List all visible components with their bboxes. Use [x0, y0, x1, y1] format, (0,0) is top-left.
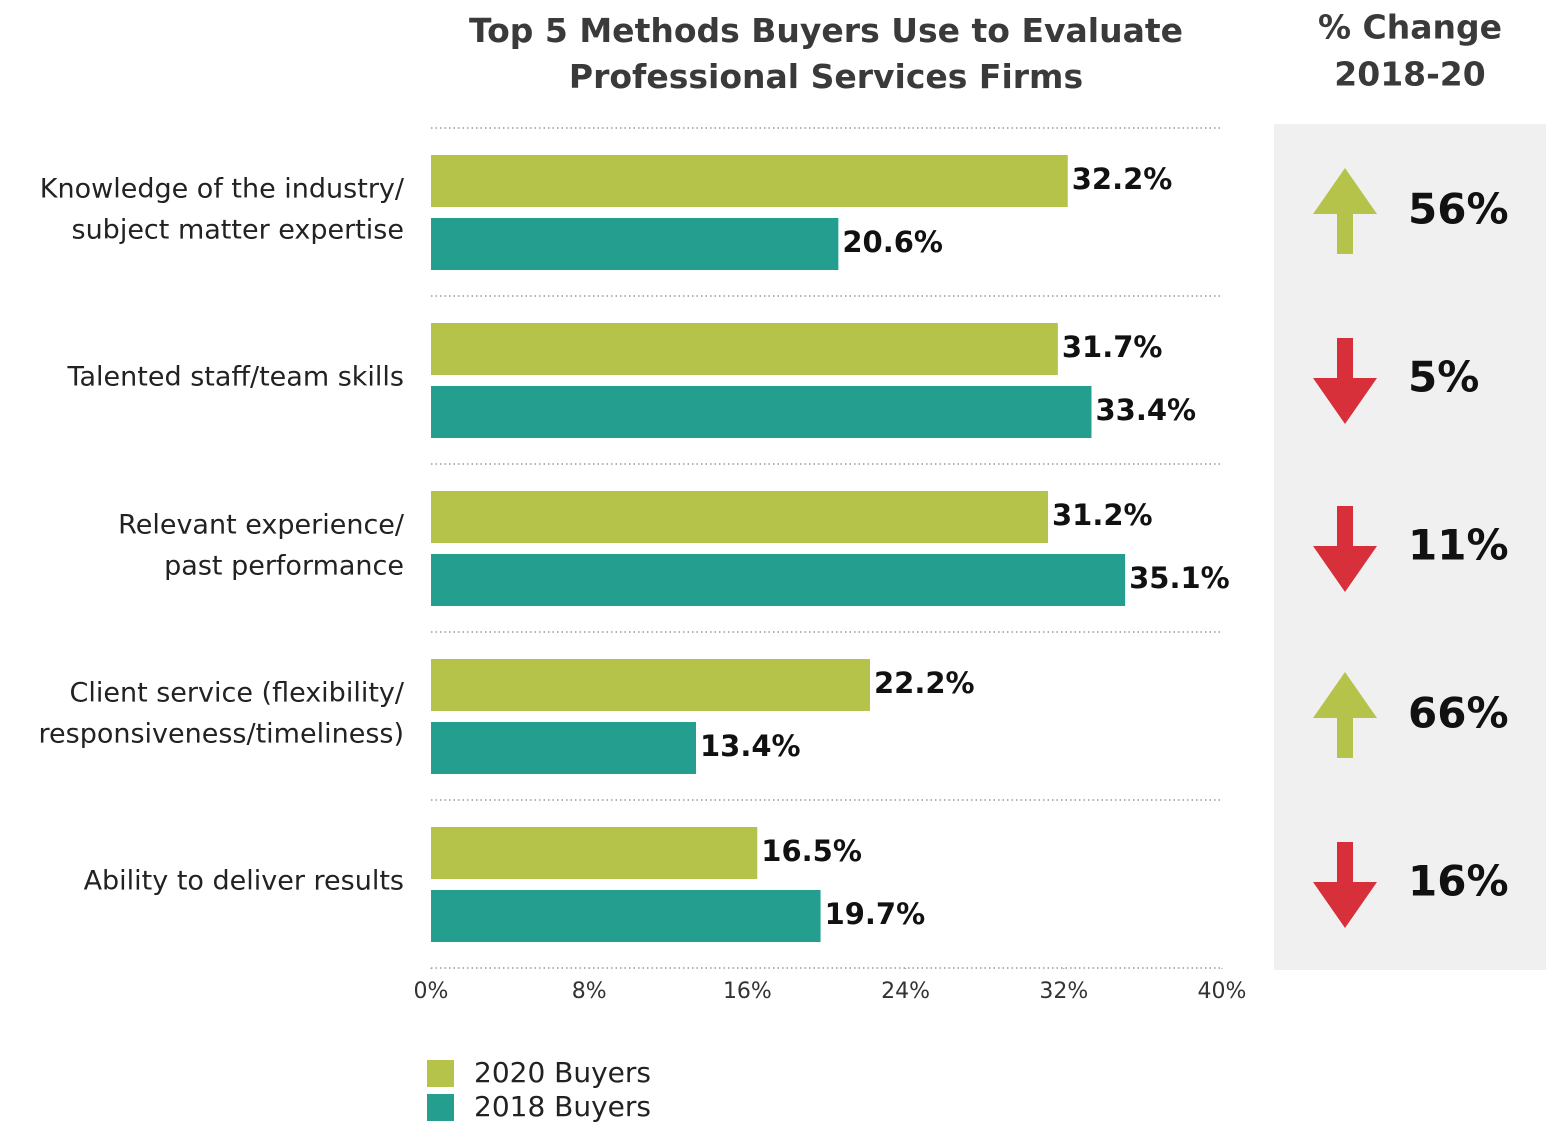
change-label: 11%: [1408, 521, 1509, 570]
change-label: 66%: [1408, 689, 1509, 738]
category-label: Ability to deliver results: [84, 866, 404, 897]
bar: [431, 491, 1048, 543]
x-tick-label: 40%: [1198, 979, 1247, 1004]
legend-label: 2020 Buyers: [474, 1056, 651, 1089]
bar: [431, 659, 871, 711]
arrow-down: [1313, 506, 1377, 592]
value-label: 31.2%: [1052, 498, 1153, 532]
arrow-down: [1313, 842, 1377, 928]
change-title: % Change 2018-20: [1318, 7, 1502, 93]
change-label: 16%: [1408, 857, 1509, 906]
bar: [431, 827, 758, 879]
x-tick-label: 16%: [723, 979, 772, 1004]
value-label: 19.7%: [825, 897, 926, 931]
value-label: 35.1%: [1129, 561, 1230, 595]
chart-title: Top 5 Methods Buyers Use to Evaluate Prof…: [469, 11, 1183, 96]
bar: [431, 722, 696, 774]
value-label: 31.7%: [1062, 330, 1163, 364]
legend-swatch: [427, 1060, 454, 1087]
x-tick-label: 24%: [881, 979, 930, 1004]
x-tick-label: 8%: [572, 979, 607, 1004]
change-label: 56%: [1408, 185, 1509, 234]
value-label: 32.2%: [1072, 162, 1173, 196]
value-label: 33.4%: [1095, 393, 1196, 427]
category-label: Relevant experience/past performance: [118, 509, 405, 581]
x-tick-label: 32%: [1039, 979, 1088, 1004]
bar: [431, 155, 1068, 207]
value-label: 13.4%: [700, 729, 801, 763]
value-label: 20.6%: [842, 225, 943, 259]
legend-label: 2018 Buyers: [474, 1090, 651, 1123]
arrow-down: [1313, 338, 1377, 424]
x-tick-label: 0%: [414, 979, 449, 1004]
value-label: 16.5%: [761, 834, 862, 868]
value-label: 22.2%: [874, 666, 975, 700]
bar: [431, 218, 839, 270]
bar: [431, 323, 1058, 375]
category-label: Talented staff/team skills: [66, 362, 404, 393]
category-label: Knowledge of the industry/subject matter…: [40, 173, 405, 245]
arrow-up: [1313, 168, 1377, 254]
legend-swatch: [427, 1094, 454, 1121]
bar: [431, 890, 821, 942]
bar: [431, 386, 1092, 438]
change-label: 5%: [1408, 353, 1479, 402]
category-label: Client service (flexibility/responsivene…: [39, 677, 405, 749]
arrow-up: [1313, 672, 1377, 758]
bar: [431, 554, 1126, 606]
